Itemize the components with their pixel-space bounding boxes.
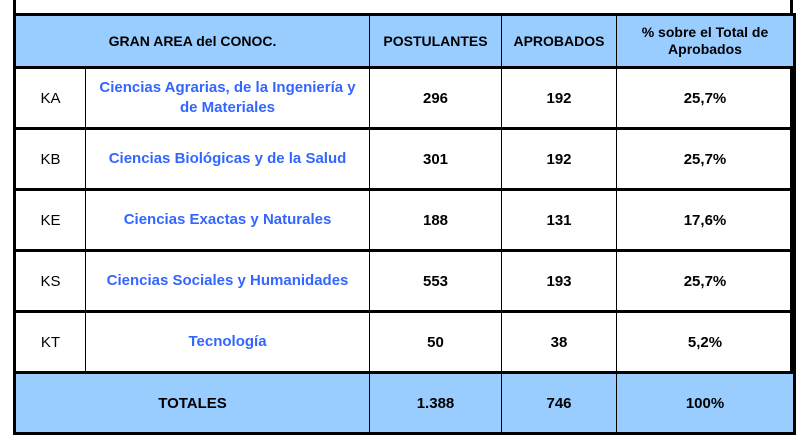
results-table: GRAN AREA del CONOC. POSTULANTES APROBAD… (13, 13, 796, 435)
header-aprobados: APROBADOS (501, 13, 617, 69)
header-postulantes: POSTULANTES (369, 13, 502, 69)
totals-aprobados: 746 (501, 371, 617, 435)
row-aprobados: 193 (501, 249, 617, 312)
row-postulantes: 50 (369, 310, 502, 373)
table-row: KB Ciencias Biológicas y de la Salud 301… (13, 127, 796, 190)
table-row: KA Ciencias Agrarias, de la Ingeniería y… (13, 67, 796, 129)
row-postulantes: 296 (369, 67, 502, 129)
row-code: KT (13, 310, 86, 373)
row-code: KE (13, 188, 86, 251)
row-area: Ciencias Exactas y Naturales (85, 188, 370, 251)
header-percent: % sobre el Total de Aprobados (616, 13, 796, 69)
row-aprobados: 131 (501, 188, 617, 251)
header-area: GRAN AREA del CONOC. (13, 13, 370, 69)
totals-label: TOTALES (13, 371, 370, 435)
row-postulantes: 301 (369, 127, 502, 190)
table-header-row: GRAN AREA del CONOC. POSTULANTES APROBAD… (13, 13, 796, 69)
totals-percent: 100% (616, 371, 796, 435)
row-postulantes: 553 (369, 249, 502, 312)
row-percent: 5,2% (616, 310, 796, 373)
row-percent: 25,7% (616, 67, 796, 129)
row-code: KB (13, 127, 86, 190)
row-aprobados: 38 (501, 310, 617, 373)
totals-postulantes: 1.388 (369, 371, 502, 435)
table-row: KE Ciencias Exactas y Naturales 188 131 … (13, 188, 796, 251)
row-percent: 17,6% (616, 188, 796, 251)
row-postulantes: 188 (369, 188, 502, 251)
row-percent: 25,7% (616, 127, 796, 190)
table-row: KS Ciencias Sociales y Humanidades 553 1… (13, 249, 796, 312)
row-percent: 25,7% (616, 249, 796, 312)
row-area: Tecnología (85, 310, 370, 373)
totals-row: TOTALES 1.388 746 100% (13, 371, 796, 435)
row-code: KS (13, 249, 86, 312)
row-aprobados: 192 (501, 67, 617, 129)
row-area: Ciencias Agrarias, de la Ingeniería y de… (85, 67, 370, 129)
row-code: KA (13, 67, 86, 129)
table-row: KT Tecnología 50 38 5,2% (13, 310, 796, 373)
row-area: Ciencias Biológicas y de la Salud (85, 127, 370, 190)
row-aprobados: 192 (501, 127, 617, 190)
row-area: Ciencias Sociales y Humanidades (85, 249, 370, 312)
